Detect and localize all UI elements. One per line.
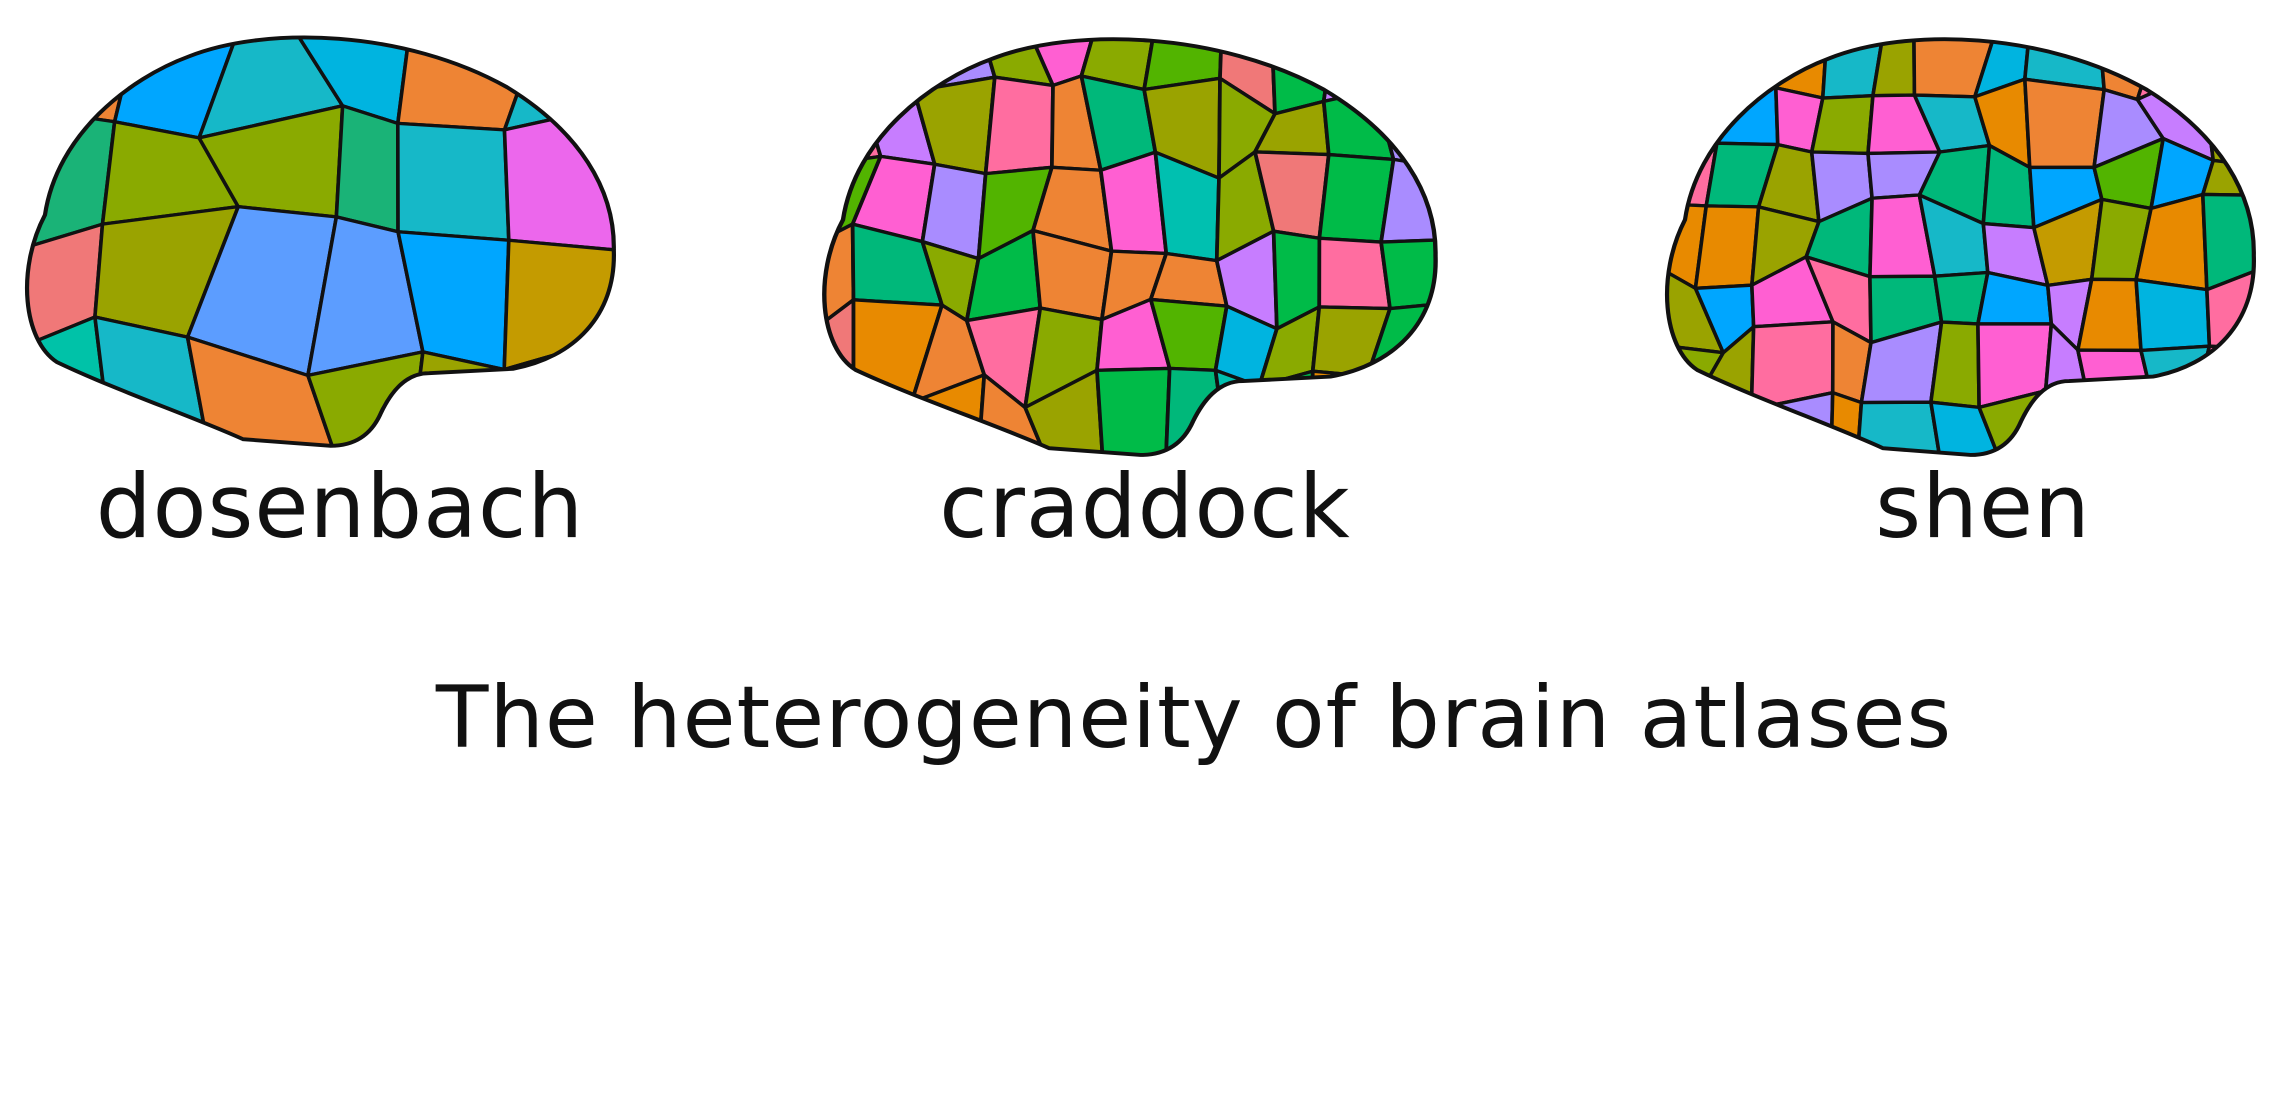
brain-parcel	[2076, 348, 2153, 401]
brain-parcel	[1693, 204, 1761, 290]
brain-parcel	[1667, 39, 1726, 73]
brain-parcel	[2149, 390, 2211, 455]
brain-parcel	[1667, 66, 1719, 149]
brain-parcel	[2139, 344, 2212, 418]
brain-parcel	[1317, 236, 1392, 311]
brain-parcel	[2023, 77, 2106, 170]
brain-parcel	[2200, 39, 2254, 86]
brain-craddock	[811, 25, 1441, 460]
parcel-group	[27, 37, 614, 446]
brain-parcel	[1321, 39, 1383, 104]
brain-parcel	[185, 335, 336, 446]
brain-parcel	[983, 75, 1055, 176]
brain-parcel	[409, 350, 513, 446]
brain-parcel	[1700, 39, 1778, 90]
brain-parcel	[1095, 366, 1172, 455]
figure-title: The heterogeneity of brain atlases	[435, 668, 1953, 768]
brain-parcel	[2200, 69, 2254, 168]
atlas-label-shen: shen	[1875, 455, 2091, 558]
atlas-label-craddock: craddock	[939, 455, 1351, 558]
atlas-label-dosenbach: dosenbach	[95, 455, 585, 558]
brain-parcel	[1379, 238, 1436, 311]
brain-parcel	[2086, 390, 2155, 455]
brain-parcel	[824, 39, 884, 99]
brain-parcel	[2201, 192, 2254, 292]
brain-parcel	[1929, 320, 1981, 410]
brain-parcel	[1213, 368, 1262, 455]
brain-parcel	[1667, 399, 1719, 455]
brain-parcel	[334, 104, 400, 234]
brain-parcel	[2025, 389, 2098, 455]
brain-parcel	[1700, 68, 1780, 147]
parcel-group	[1667, 39, 2254, 455]
brain-parcel	[502, 103, 614, 252]
brain-parcel	[1871, 39, 1917, 98]
brain-parcel	[1809, 93, 1875, 156]
brain-parcel	[2134, 278, 2212, 353]
brain-parcel	[2096, 39, 2163, 102]
brain-parcel	[860, 39, 922, 99]
brain-parcel	[502, 37, 614, 132]
brain-parcel	[824, 384, 874, 455]
parcel-group	[824, 39, 1436, 455]
brain-parcel	[2190, 409, 2254, 455]
brain-parcel	[1257, 369, 1315, 455]
brain-parcel	[1693, 399, 1767, 455]
brain-parcel	[1321, 88, 1396, 162]
brain-parcel	[2201, 158, 2254, 197]
brain-dosenbach	[14, 23, 619, 450]
brain-parcel	[1365, 374, 1436, 455]
brain-shen	[1654, 25, 2259, 460]
brain-parcel	[1373, 39, 1436, 92]
brain-parcel	[1309, 369, 1397, 455]
brain-parcel	[396, 121, 511, 242]
brain-parcel	[1749, 391, 1835, 455]
